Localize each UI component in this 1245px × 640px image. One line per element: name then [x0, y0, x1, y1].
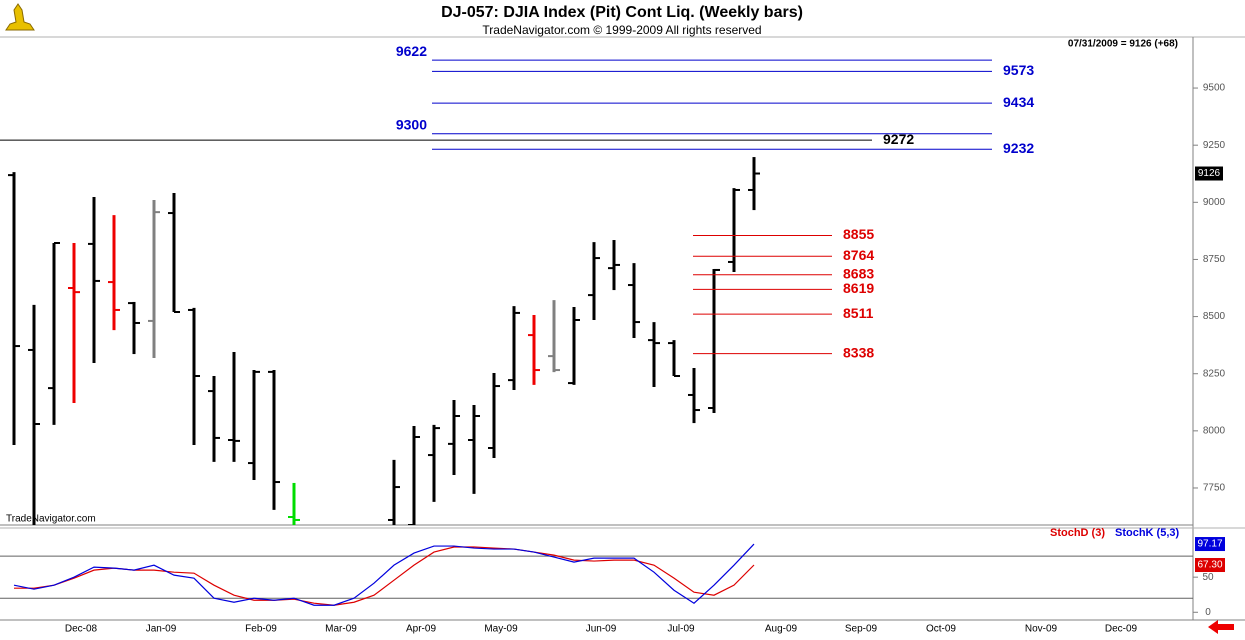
- level-label: 8855: [843, 226, 874, 242]
- watermark: TradeNavigator.com: [6, 514, 96, 525]
- level-label: 9300: [396, 116, 427, 132]
- logo: [5, 3, 35, 31]
- legend-entry: StochD (3): [1050, 527, 1105, 539]
- stoch-line: [13, 543, 755, 606]
- x-tick-label: Sep-09: [845, 624, 878, 635]
- x-tick-label: Mar-09: [325, 624, 357, 635]
- x-tick-label: May-09: [484, 624, 518, 635]
- overlay: 7750 8000 8250 8500 8750 9000 9250 9500 Dec-08 Ja…: [0, 43, 1226, 635]
- x-tick-label: Jul-09: [667, 624, 695, 635]
- level-label: 9272: [883, 131, 914, 147]
- y-tick-label: 50: [1202, 572, 1214, 583]
- x-tick-label: Apr-09: [406, 624, 436, 635]
- y-tick-label: 7750: [1203, 483, 1226, 494]
- level-label: 9622: [396, 43, 427, 59]
- last-value-box: [1195, 537, 1225, 552]
- x-tick-label: Aug-09: [765, 624, 798, 635]
- y-tick-label: 8750: [1203, 254, 1226, 265]
- last-price-box: [1195, 166, 1223, 181]
- last-price-label: 9126: [1198, 168, 1221, 179]
- chart-subtitle: TradeNavigator.com © 1999-2009 All right…: [482, 23, 761, 37]
- x-tick-label: Dec-08: [65, 624, 98, 635]
- level-label: 9232: [1003, 140, 1034, 156]
- level-label: 9573: [1003, 62, 1034, 78]
- x-tick-label: Jun-09: [586, 624, 617, 635]
- y-tick-label: 8250: [1203, 368, 1226, 379]
- y-tick-label: 9000: [1203, 197, 1226, 208]
- level-label: 8619: [843, 280, 874, 296]
- x-tick-label: Oct-09: [926, 624, 956, 635]
- y-tick-label: 0: [1205, 607, 1211, 618]
- chart-title: DJ-057: DJIA Index (Pit) Cont Liq. (Week…: [441, 4, 803, 21]
- x-tick-label: Dec-09: [1105, 624, 1138, 635]
- stoch-line: [14, 546, 755, 606]
- y-tick-label: 8000: [1203, 425, 1226, 436]
- last-bar-annotation: 07/31/2009 = 9126 (+68): [1068, 39, 1178, 50]
- level-label: 9434: [1003, 94, 1034, 110]
- level-label: 8764: [843, 247, 874, 263]
- scroll-arrow[interactable]: [1208, 620, 1234, 634]
- last-value-label: 97.17: [1197, 539, 1222, 550]
- legend-entry: StochK (5,3): [1115, 527, 1180, 539]
- level-label: 8511: [843, 305, 874, 321]
- x-tick-label: Nov-09: [1025, 624, 1058, 635]
- level-label: 8338: [843, 344, 874, 360]
- y-tick-label: 8500: [1203, 311, 1226, 322]
- price-plot: [8, 157, 760, 525]
- y-tick-label: 9250: [1203, 140, 1226, 151]
- x-tick-label: Feb-09: [245, 624, 277, 635]
- last-value-box: [1195, 558, 1225, 573]
- level-label: 8683: [843, 265, 874, 281]
- x-tick-label: Jan-09: [146, 624, 177, 635]
- last-value-label: 67.30: [1197, 560, 1222, 571]
- y-tick-label: 9500: [1203, 83, 1226, 94]
